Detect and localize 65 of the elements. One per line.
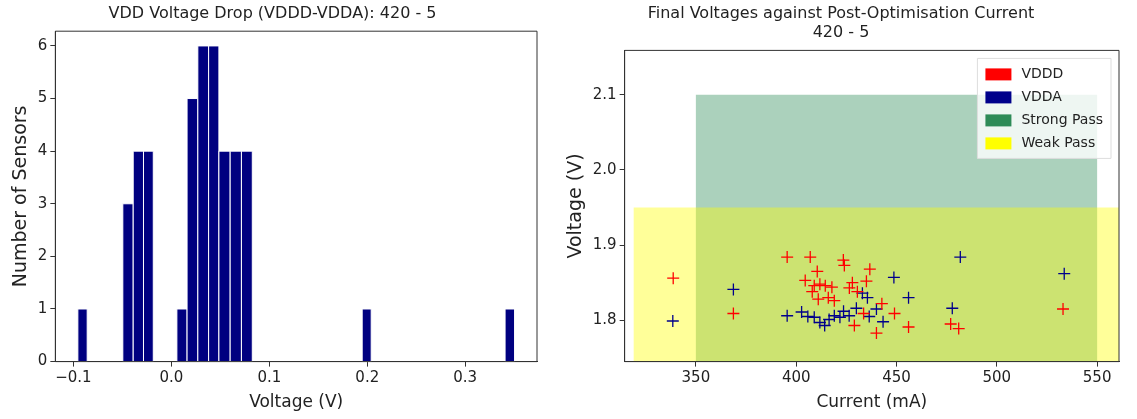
point <box>726 282 741 297</box>
legend-label: Strong Pass <box>1021 111 1104 128</box>
y-tick-label: 0 <box>37 351 48 370</box>
legend-label: VDDD <box>1021 65 1064 82</box>
x-tick-label: 400 <box>781 368 811 387</box>
point <box>836 253 850 267</box>
y-tick-label: 1.9 <box>592 234 617 253</box>
y-tick-label: 2 <box>37 246 48 265</box>
point <box>863 262 877 276</box>
point <box>887 270 901 285</box>
legend-label: Weak Pass <box>1021 134 1096 151</box>
y-tick-label: 5 <box>37 88 48 107</box>
y-tick-label: 2.1 <box>592 84 617 103</box>
y-axis-title: Number of Sensors <box>8 105 31 288</box>
point <box>847 318 862 333</box>
x-tick-label: 0.1 <box>257 368 282 387</box>
point <box>869 302 884 316</box>
x-tick-label: 350 <box>681 368 711 387</box>
y-tick-label: 1.8 <box>592 310 617 329</box>
point <box>827 309 841 323</box>
x-tick-label: 550 <box>1082 368 1112 387</box>
y-tick-label: 2.0 <box>592 159 617 178</box>
chart-title: Final Voltages against Post-Optimisation Current 420 - 5 <box>647 2 1035 41</box>
x-tick-label: 0.3 <box>453 368 478 387</box>
point <box>856 306 871 321</box>
y-tick-label: 1 <box>37 298 48 317</box>
point <box>833 310 847 324</box>
y-axis-title: Voltage (V) <box>563 153 586 259</box>
point <box>862 309 876 324</box>
point <box>876 315 890 329</box>
point <box>1056 302 1070 316</box>
point <box>825 280 839 294</box>
point <box>1057 267 1071 281</box>
x-tick-label: 0.2 <box>355 368 380 387</box>
x-tick-label: 0.0 <box>159 368 184 387</box>
point <box>837 258 851 273</box>
point <box>818 279 832 293</box>
x-tick-label: 500 <box>982 368 1012 387</box>
point <box>803 250 817 264</box>
point <box>813 277 827 291</box>
point <box>869 326 884 340</box>
y-tick-label: 6 <box>37 35 48 54</box>
y-tick-label: 3 <box>37 193 48 212</box>
point <box>887 306 902 321</box>
point <box>666 271 680 285</box>
point <box>859 274 874 288</box>
x-tick-label: −0.1 <box>55 368 92 387</box>
point <box>810 264 824 279</box>
point <box>901 320 916 334</box>
y-tick-label: 4 <box>37 141 48 160</box>
point <box>726 306 741 321</box>
point <box>780 309 794 323</box>
x-tick-label: 450 <box>882 368 911 387</box>
point <box>849 301 864 315</box>
x-axis-title: Current (mA) <box>816 391 928 412</box>
point <box>953 250 967 264</box>
point <box>822 312 836 327</box>
point <box>875 297 889 311</box>
x-axis-title: Voltage (V) <box>249 391 344 412</box>
point <box>945 301 959 315</box>
chart-title: VDD Voltage Drop (VDDD-VDDA): 420 - 5 <box>108 2 437 22</box>
point <box>780 250 794 264</box>
point <box>666 314 680 328</box>
point <box>901 291 916 305</box>
legend-label: VDDA <box>1021 88 1063 105</box>
